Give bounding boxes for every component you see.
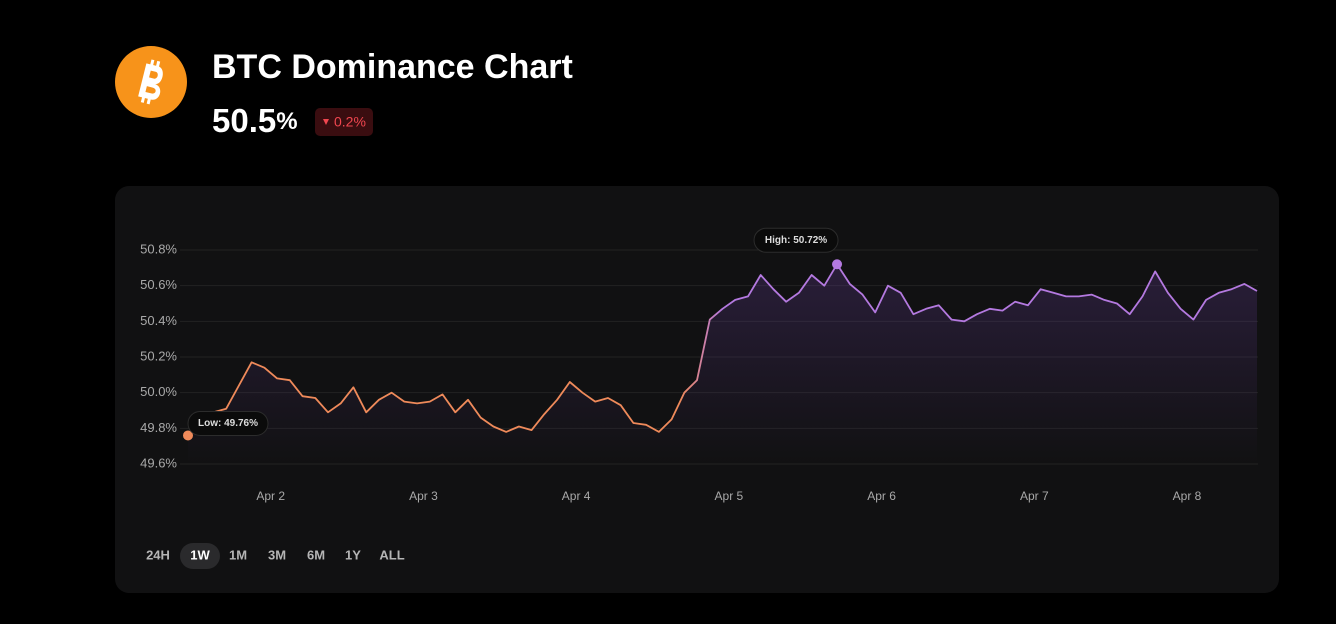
x-tick-label: Apr 6 <box>867 489 896 503</box>
y-tick-label: 50.6% <box>140 277 177 292</box>
range-button[interactable]: 3M <box>268 547 286 562</box>
range-label: 6M <box>307 547 325 562</box>
plot: 49.6% 49.8% 50.0% 50.2% 50.4% 50.6% 50.8% Apr 2… <box>140 227 1258 569</box>
dominance-value: 50.5% <box>212 102 298 139</box>
low-point <box>183 430 193 441</box>
x-tick-label: Apr 2 <box>256 489 285 503</box>
range-label: 1W <box>190 547 210 562</box>
y-tick-label: 50.8% <box>140 241 177 256</box>
range-button[interactable]: 6M <box>307 547 325 562</box>
low-label-bg <box>187 410 269 436</box>
x-tick-label: Apr 4 <box>562 489 591 503</box>
y-tick-label: 50.2% <box>140 348 177 363</box>
x-tick-label: Apr 5 <box>715 489 744 503</box>
low-label: Low: 49.76% <box>198 418 258 429</box>
range-label: 24H <box>146 547 170 562</box>
high-point <box>832 259 843 270</box>
high-label: High: 50.72% <box>765 235 827 246</box>
range-label: 3M <box>268 547 286 562</box>
range-button[interactable]: 1W <box>180 543 220 569</box>
value: 50.5 <box>212 102 276 139</box>
range-label: 1M <box>229 547 247 562</box>
btc-symbol <box>138 59 163 105</box>
change: 0.2% <box>334 114 366 130</box>
range-active-bg <box>180 543 220 569</box>
range-button[interactable]: 24H <box>146 547 170 562</box>
x-tick-label: Apr 7 <box>1020 489 1049 503</box>
unit: % <box>276 108 297 135</box>
y-tick-label: 49.6% <box>140 455 177 470</box>
high-label-bg <box>753 227 839 253</box>
x-tick-label: Apr 8 <box>1173 489 1202 503</box>
range-button[interactable]: 1M <box>229 547 247 562</box>
range-label: ALL <box>379 547 404 562</box>
range-button[interactable]: 1Y <box>345 547 361 562</box>
y-tick-label: 50.0% <box>140 384 177 399</box>
x-tick-label: Apr 3 <box>409 489 438 503</box>
y-tick-label: 49.8% <box>140 420 177 435</box>
down-arrow <box>323 119 329 125</box>
range-label: 1Y <box>345 547 361 562</box>
range-button[interactable]: ALL <box>379 547 404 562</box>
area <box>188 264 1257 464</box>
line <box>187 263 1258 437</box>
title: BTC Dominance Chart <box>212 48 573 86</box>
y-tick-label: 50.4% <box>140 313 177 328</box>
change-badge <box>315 108 373 136</box>
